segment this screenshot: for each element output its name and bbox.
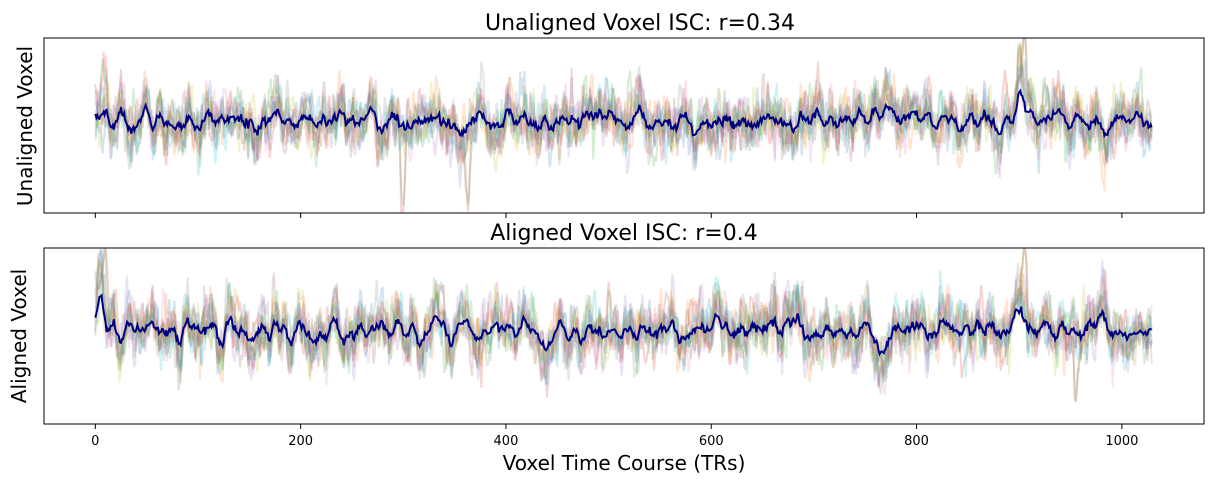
subject-line-3 — [95, 248, 1153, 402]
aligned-mean-group — [94, 293, 1152, 357]
aligned-panel: Aligned Voxel ISC: r=0.4 Aligned Voxel 0… — [7, 221, 1205, 475]
aligned-axes-frame — [43, 247, 1205, 425]
x-tick-label: 800 — [904, 434, 929, 449]
subject-line-7 — [94, 55, 1153, 174]
mean-line — [94, 88, 1153, 139]
x-tick-label: 0 — [91, 434, 99, 449]
unaligned-xticks — [94, 213, 1123, 218]
x-tick-label: 600 — [699, 434, 724, 449]
x-tick-label: 400 — [494, 434, 519, 449]
mean-line — [94, 293, 1152, 357]
subject-line-2 — [94, 42, 1153, 192]
unaligned-panel: Unaligned Voxel ISC: r=0.34 Unaligned Vo… — [13, 11, 1205, 218]
aligned-xticks: 0 200 400 600 800 1000 — [91, 424, 1138, 449]
aligned-ylabel: Aligned Voxel — [7, 269, 31, 403]
subject-line-4 — [94, 38, 1153, 213]
unaligned-axes-frame — [43, 37, 1205, 214]
unaligned-mean-group — [94, 88, 1153, 139]
x-tick-label: 200 — [288, 434, 313, 449]
subject-line-9 — [94, 44, 1153, 173]
unaligned-title: Unaligned Voxel ISC: r=0.34 — [485, 11, 795, 36]
x-tick-label: 1000 — [1105, 434, 1138, 449]
subject-line-3 — [94, 38, 1153, 206]
subject-line-6 — [94, 43, 1153, 166]
unaligned-ylabel: Unaligned Voxel — [13, 46, 37, 206]
aligned-title: Aligned Voxel ISC: r=0.4 — [490, 221, 757, 246]
subject-line-10 — [94, 249, 1153, 386]
subject-line-8 — [94, 247, 1153, 395]
unaligned-series-group — [94, 38, 1153, 213]
subject-line-8 — [94, 60, 1153, 170]
x-axis-label: Voxel Time Course (TRs) — [503, 451, 746, 475]
